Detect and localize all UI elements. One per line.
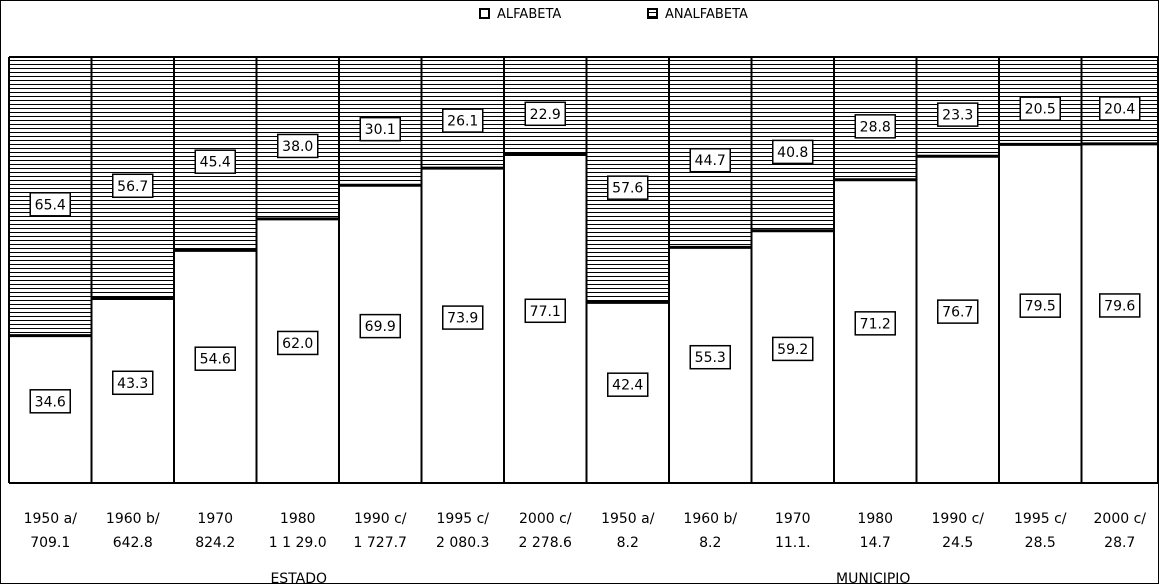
bars bbox=[8, 56, 1159, 484]
x-tick-label: 1995 c/ bbox=[437, 511, 490, 527]
data-label-analfabeta: 45.4 bbox=[200, 155, 231, 171]
data-label-analfabeta-box bbox=[277, 133, 319, 159]
data-label-analfabeta-box bbox=[359, 116, 401, 142]
data-label-alfabeta-box bbox=[359, 313, 401, 339]
x-tick-label: 2000 c/ bbox=[1094, 511, 1147, 527]
data-label-alfabeta-box bbox=[689, 344, 731, 370]
data-label-analfabeta: 44.7 bbox=[695, 153, 726, 169]
x-tick-label: 1990 c/ bbox=[932, 511, 985, 527]
legend-label-analfabeta: ANALFABETA bbox=[665, 7, 748, 22]
x-tick-label: 1960 b/ bbox=[106, 511, 160, 527]
x-axis: 1950 a/709.1 1960 b/642.8 1970 824.2 1980 1 1… bbox=[24, 511, 1147, 551]
data-label-analfabeta-box bbox=[1099, 96, 1141, 121]
data-label-alfabeta-box bbox=[442, 305, 484, 330]
group-label: ESTADO bbox=[270, 571, 327, 584]
data-label-analfabeta: 20.5 bbox=[1025, 102, 1056, 118]
data-label-alfabeta: 76.7 bbox=[942, 305, 973, 321]
data-label-alfabeta-box bbox=[194, 346, 236, 371]
data-label-analfabeta: 23.3 bbox=[942, 108, 973, 124]
data-label-analfabeta-box bbox=[112, 173, 154, 199]
data-labels: 34.6 65.4 43.3 56.7 54.6 45.4 62.0 38.0 69.9 30.1… bbox=[29, 96, 1141, 414]
x-tick-label: 1970 bbox=[197, 511, 233, 527]
x-tick-label: 1980 bbox=[280, 511, 316, 527]
data-label-alfabeta: 71.2 bbox=[860, 316, 891, 332]
data-label-analfabeta: 38.0 bbox=[282, 139, 313, 155]
data-label-analfabeta: 30.1 bbox=[365, 122, 396, 138]
x-tick-sublabel: 28.7 bbox=[1104, 535, 1135, 551]
x-tick-label: 1980 bbox=[857, 511, 893, 527]
data-label-analfabeta: 57.6 bbox=[612, 181, 643, 197]
data-label-alfabeta: 42.4 bbox=[612, 378, 643, 394]
x-tick-label: 1990 c/ bbox=[354, 511, 407, 527]
data-label-alfabeta-box bbox=[772, 336, 814, 362]
data-label-alfabeta: 79.5 bbox=[1025, 299, 1056, 315]
data-label-analfabeta: 20.4 bbox=[1104, 101, 1135, 117]
data-label-alfabeta: 69.9 bbox=[365, 319, 396, 335]
data-label-alfabeta: 79.6 bbox=[1104, 298, 1135, 314]
x-tick-sublabel: 1 1 29.0 bbox=[269, 535, 327, 551]
data-label-alfabeta-box bbox=[277, 330, 319, 356]
data-label-alfabeta-box bbox=[854, 311, 896, 336]
x-tick-sublabel: 2 278.6 bbox=[519, 535, 573, 551]
data-label-analfabeta-box bbox=[937, 102, 979, 127]
legend-swatch-analfabeta bbox=[647, 8, 658, 19]
x-tick-sublabel: 1 727.7 bbox=[354, 535, 407, 551]
data-label-analfabeta-box bbox=[772, 139, 814, 165]
data-label-alfabeta-box bbox=[937, 299, 979, 324]
x-tick-sublabel: 8.2 bbox=[699, 535, 721, 551]
data-label-analfabeta: 28.8 bbox=[860, 119, 891, 135]
x-tick-sublabel: 28.5 bbox=[1025, 535, 1056, 551]
data-label-analfabeta: 26.1 bbox=[447, 114, 478, 130]
x-tick-sublabel: 14.7 bbox=[860, 535, 891, 551]
x-tick-label: 1950 a/ bbox=[601, 511, 655, 527]
data-label-analfabeta-box bbox=[524, 101, 566, 127]
data-label-alfabeta: 34.6 bbox=[35, 394, 66, 410]
data-label-analfabeta: 40.8 bbox=[777, 145, 808, 161]
x-tick-sublabel: 11.1. bbox=[775, 535, 811, 551]
x-tick-label: 1970 bbox=[775, 511, 811, 527]
data-label-analfabeta-box bbox=[607, 175, 649, 200]
x-tick-label: 1950 a/ bbox=[24, 511, 78, 527]
x-tick-label: 1960 b/ bbox=[683, 511, 737, 527]
data-label-alfabeta: 54.6 bbox=[200, 352, 231, 368]
data-label-alfabeta: 59.2 bbox=[777, 342, 808, 358]
group-labels: ESTADO MUNICIPIO bbox=[270, 571, 910, 584]
x-tick-sublabel: 709.1 bbox=[30, 535, 70, 551]
data-label-analfabeta: 65.4 bbox=[35, 197, 66, 213]
data-label-analfabeta-box bbox=[689, 147, 731, 173]
data-label-analfabeta: 22.9 bbox=[530, 107, 561, 123]
x-tick-sublabel: 824.2 bbox=[195, 535, 235, 551]
x-tick-label: 1995 c/ bbox=[1014, 511, 1067, 527]
data-label-alfabeta-box bbox=[112, 370, 154, 396]
data-label-analfabeta-box bbox=[194, 149, 236, 174]
data-label-alfabeta-box bbox=[524, 298, 566, 324]
data-label-alfabeta: 62.0 bbox=[282, 336, 313, 352]
data-label-analfabeta-box bbox=[442, 108, 484, 133]
x-tick-sublabel: 24.5 bbox=[942, 535, 973, 551]
x-tick-label: 2000 c/ bbox=[519, 511, 572, 527]
data-label-analfabeta-box bbox=[854, 114, 896, 139]
data-label-analfabeta-box bbox=[29, 192, 71, 217]
legend-swatch-alfabeta bbox=[479, 8, 490, 19]
x-tick-sublabel: 8.2 bbox=[617, 535, 639, 551]
data-label-alfabeta-box bbox=[1099, 293, 1141, 318]
data-label-alfabeta-box bbox=[607, 372, 649, 397]
data-label-analfabeta-box bbox=[1019, 96, 1061, 121]
legend-label-alfabeta: ALFABETA bbox=[497, 7, 561, 22]
data-label-alfabeta-box bbox=[1019, 293, 1061, 318]
data-label-alfabeta: 77.1 bbox=[530, 304, 561, 320]
x-tick-sublabel: 642.8 bbox=[113, 535, 153, 551]
data-label-analfabeta: 56.7 bbox=[117, 179, 148, 195]
data-label-alfabeta-box bbox=[29, 389, 71, 414]
data-label-alfabeta: 73.9 bbox=[447, 311, 478, 327]
x-tick-sublabel: 2 080.3 bbox=[436, 535, 489, 551]
data-label-alfabeta: 43.3 bbox=[117, 376, 148, 392]
data-label-alfabeta: 55.3 bbox=[695, 350, 726, 366]
group-label: MUNICIPIO bbox=[836, 571, 910, 584]
